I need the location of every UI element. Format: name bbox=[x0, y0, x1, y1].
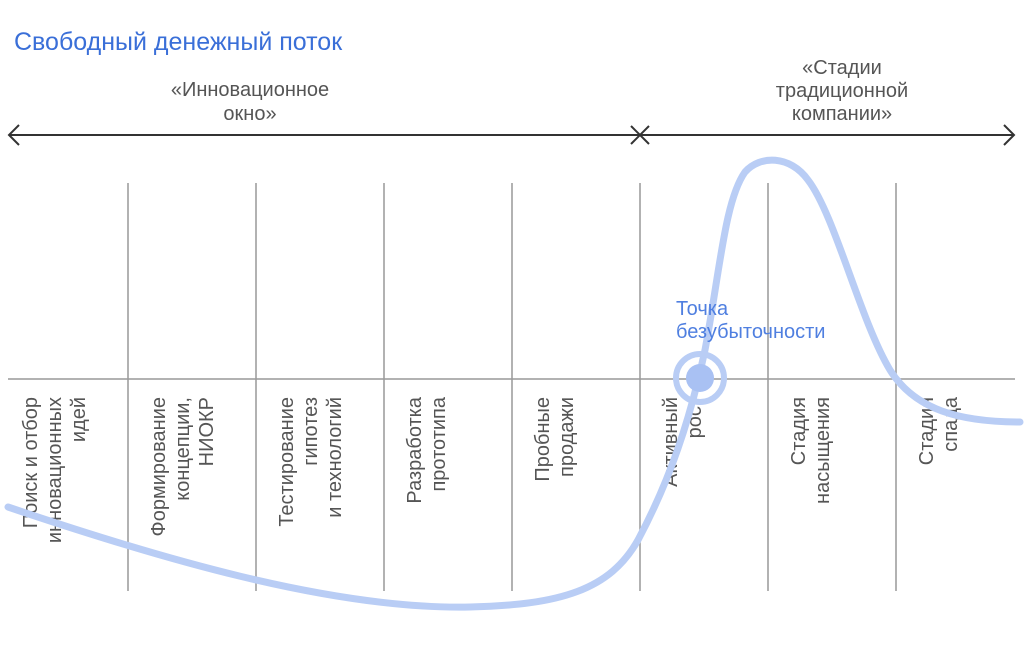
stage-label-line: Разработка bbox=[404, 396, 426, 503]
stage-label-line: Стадия bbox=[916, 397, 938, 465]
stage-label-line: продажи bbox=[556, 397, 578, 477]
stage-label-line: гипотез bbox=[300, 397, 322, 466]
stage-label-line: Пробные bbox=[532, 397, 554, 482]
stage-label-line: и технологий bbox=[324, 397, 346, 518]
stage-label-line: Формирование bbox=[148, 397, 170, 536]
breakeven-point-ring bbox=[673, 351, 727, 405]
stage-labels: Поиск и отбор инновационных идей Формирован… bbox=[20, 396, 962, 543]
period-innovation-window-line-2: окно» bbox=[223, 103, 276, 125]
breakeven-label-line-2: безубыточности bbox=[676, 321, 825, 343]
stage-dividers bbox=[127, 183, 897, 591]
cash-flow-curve bbox=[4, 156, 1024, 611]
stage-label-line: НИОКР bbox=[196, 397, 218, 466]
period-innovation-window-line-1: «Инновационное bbox=[171, 79, 329, 101]
stage-label-line: Тестирование bbox=[276, 397, 298, 527]
diagram-title: Свободный денежный поток bbox=[14, 28, 343, 56]
stage-label-line: Активный bbox=[660, 397, 682, 487]
stage-label-line: концепции, bbox=[172, 397, 194, 501]
stage-label-line: идей bbox=[68, 397, 90, 442]
period-traditional-line-1: «Стадии bbox=[802, 57, 882, 79]
stage-label-line: инновационных bbox=[44, 397, 66, 543]
stage-label-line: насыщения bbox=[812, 397, 834, 504]
stage-label-line: Поиск и отбор bbox=[20, 397, 42, 528]
breakeven-point bbox=[686, 364, 714, 392]
period-traditional-line-3: компании» bbox=[792, 103, 892, 125]
stage-label-line: прототипа bbox=[428, 396, 450, 491]
timeline-arrow bbox=[7, 124, 1016, 146]
stage-label-line: спада bbox=[940, 396, 962, 452]
period-traditional-line-2: традиционной bbox=[776, 80, 908, 102]
stage-label-line: Стадия bbox=[788, 397, 810, 465]
breakeven-label-line-1: Точка bbox=[676, 298, 729, 320]
